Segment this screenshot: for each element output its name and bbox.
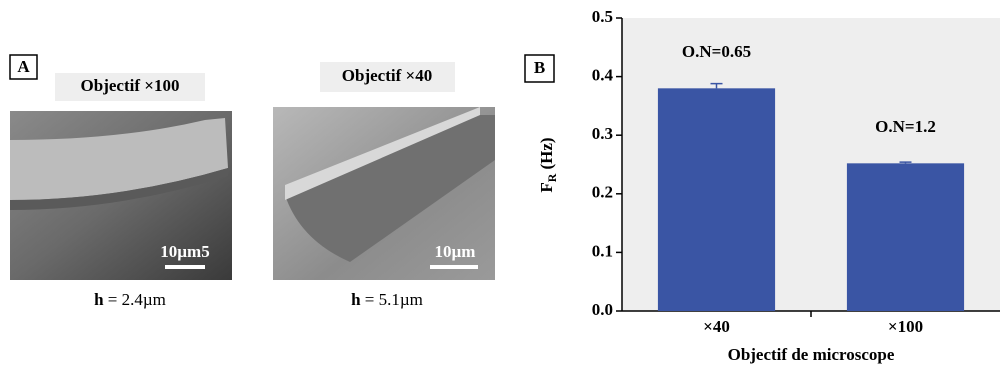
- y-tick-label: 0.0: [592, 300, 613, 319]
- scale-label: 10µm5: [160, 242, 209, 261]
- title-box: [55, 73, 205, 101]
- y-tick-label: 0.4: [592, 66, 614, 85]
- sem-image: [10, 111, 232, 280]
- panel-label-box: [524, 54, 555, 83]
- caption: h = 2.4µm: [94, 290, 166, 309]
- image-title: Objectif ×100: [81, 76, 180, 95]
- error-bar: [710, 82, 723, 89]
- annotation: O.N=0.65: [682, 42, 751, 61]
- caption: h = 5.1µm: [351, 290, 423, 309]
- y-tick-label: 0.5: [592, 7, 613, 26]
- y-axis-label: FR(Hz): [537, 137, 559, 192]
- bar: [846, 163, 965, 311]
- panel-label: B: [534, 58, 545, 77]
- panel-label-box: [9, 54, 38, 80]
- bar: [657, 88, 776, 311]
- y-tick-label: 0.1: [592, 241, 613, 260]
- x-axis-label: Objectif de microscope: [728, 345, 895, 364]
- y-tick-label: 0.3: [592, 124, 613, 143]
- scale-bar: [430, 265, 478, 269]
- panel-label: A: [17, 57, 30, 76]
- annotation: O.N=1.2: [875, 117, 936, 136]
- title-box: [320, 62, 455, 92]
- x-tick-label: ×40: [703, 317, 730, 336]
- image-title: Objectif ×40: [342, 66, 432, 85]
- scale-bar: [165, 265, 205, 269]
- sem-image: [273, 107, 495, 280]
- x-tick-label: ×100: [888, 317, 923, 336]
- scale-label: 10µm: [435, 242, 476, 261]
- error-bar: [899, 161, 912, 164]
- y-tick-label: 0.2: [592, 183, 613, 202]
